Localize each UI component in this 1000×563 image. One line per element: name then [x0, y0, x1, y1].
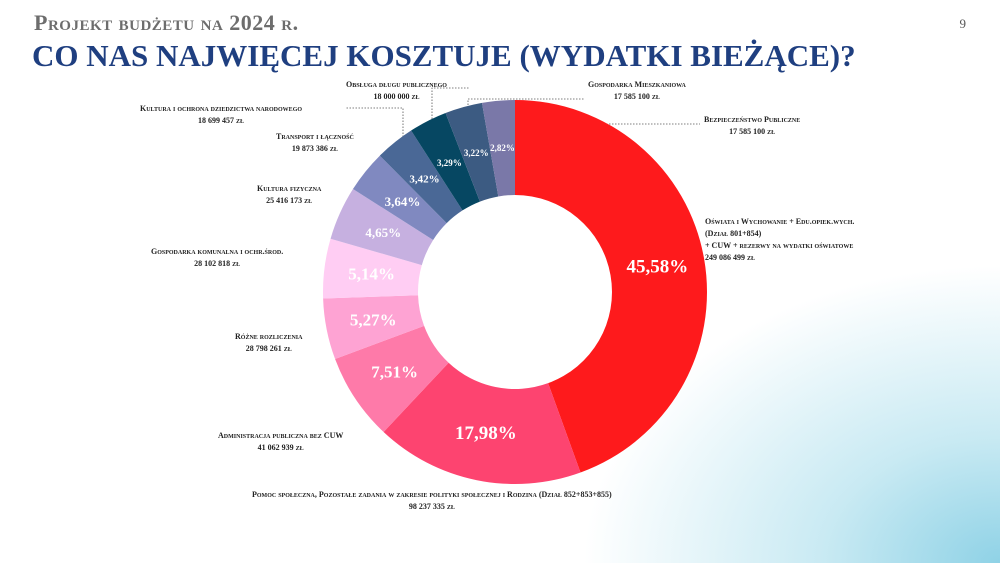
- donut-slice: [445, 102, 499, 202]
- label-administracja: Administracja publiczna bez CUW 41 062 93…: [218, 431, 344, 452]
- slice-percent-label: 5,14%: [348, 265, 395, 284]
- donut-slice: [481, 100, 515, 197]
- page-title: CO NAS NAJWIĘCEJ KOSZTUJE (WYDATKI BIEŻĄ…: [32, 38, 856, 73]
- slice-percent-label: 7,51%: [371, 363, 418, 382]
- label-oswiata: Oświata i Wychowanie + Edu.opiek.wych. (D…: [705, 217, 855, 262]
- label-rozne-rozliczenia: Różne rozliczenia 28 798 261 zł: [235, 332, 303, 353]
- label-transport: Transport i łączność 19 873 386 zł: [276, 132, 354, 153]
- subtitle: Projekt budżetu na 2024 r.: [34, 10, 299, 35]
- donut-slice: [515, 100, 708, 473]
- slice-percent-label: 3,64%: [385, 194, 421, 209]
- donut-slice: [383, 362, 581, 485]
- slice-percent-label: 3,22%: [464, 148, 489, 158]
- slice-percent-label: 17,98%: [455, 423, 517, 444]
- slice-percent-label: 5,27%: [350, 311, 397, 330]
- donut-slice: [411, 113, 480, 211]
- donut-slice: [352, 155, 447, 240]
- donut-slice: [379, 130, 463, 224]
- label-pomoc-spoleczna: Pomoc społeczna, Pozostałe zadania w zak…: [252, 490, 612, 511]
- donut-slice: [323, 238, 422, 299]
- donut-slice: [330, 188, 434, 266]
- slice-percent-label: 2,82%: [490, 143, 515, 153]
- slice-percent-label: 3,42%: [409, 173, 439, 185]
- slice-percent-label: 3,29%: [437, 158, 462, 168]
- donut-slice: [323, 295, 425, 360]
- page-number: 9: [959, 16, 967, 31]
- donut-slice: [335, 325, 449, 432]
- label-gospodarka-mieszkaniowa: Gospodarka Mieszkaniowa 17 585 100 zł: [588, 80, 686, 101]
- label-bezpieczenstwo: Bezpieczeństwo Publiczne 17 585 100 zł: [704, 115, 801, 136]
- label-kultura-fizyczna: Kultura fizyczna 25 416 173 zł: [257, 184, 322, 205]
- label-gospodarka-komunalna: Gospodarka komunalna i ochr.środ. 28 102 …: [151, 247, 284, 268]
- slice-percent-label: 45,58%: [626, 256, 688, 277]
- label-obsluga-dlugu: Obsługa długu publicznego 18 000 000 zł: [346, 80, 447, 101]
- slice-percent-label: 4,65%: [365, 225, 401, 240]
- label-kultura-ochrona: Kultura i ochrona dziedzictwa narodowego…: [140, 104, 303, 125]
